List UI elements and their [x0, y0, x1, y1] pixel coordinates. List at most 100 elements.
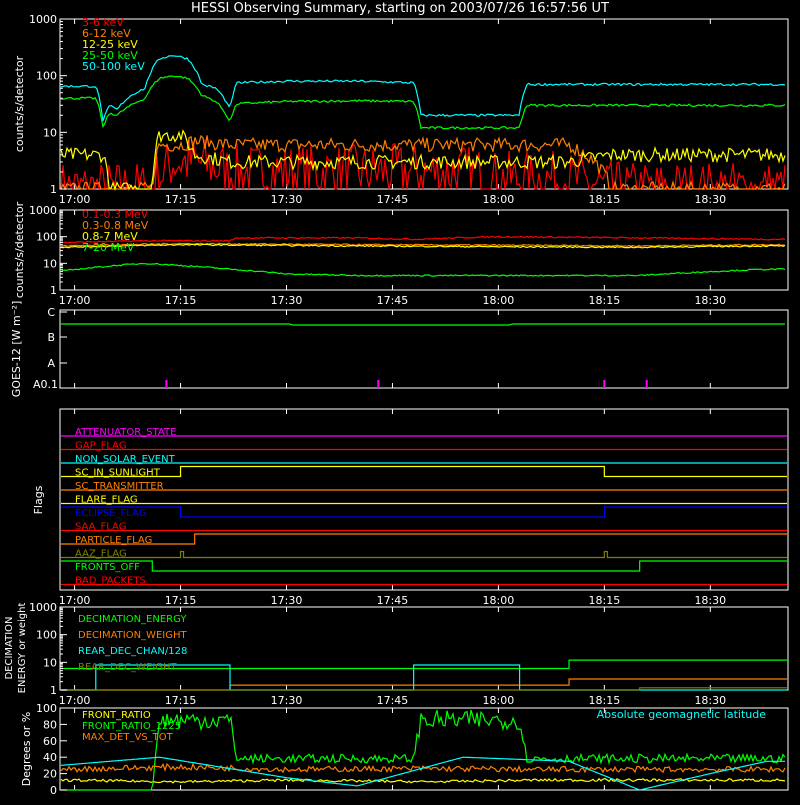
- panel-4-time-label: 17:30: [271, 694, 303, 707]
- panel-0-legend-entry: 6-12 keV: [82, 27, 131, 40]
- panel-0-legend-entry: 12-25 keV: [82, 38, 138, 51]
- panel-1-series-1-line: [60, 242, 786, 248]
- panel-4-legend-entry: REAR_DEC_CHAN/128: [78, 646, 187, 657]
- panel-3-flag-label: NON_SOLAR_EVENT: [75, 454, 176, 465]
- panel-0-ytick-label: 1000: [29, 13, 57, 26]
- panel-0-time-label: 17:15: [165, 193, 197, 206]
- panel-4-time-label: 18:15: [589, 694, 621, 707]
- panel-2-ytick-label: A: [47, 357, 55, 370]
- panel-4-time-label: 17:00: [59, 694, 91, 707]
- panel-1-ytick-label: 100: [36, 231, 57, 244]
- panel-3-ylabel: Flags: [32, 485, 45, 514]
- panel-1-series-2-line: [60, 243, 786, 249]
- panel-5-annotation: Absolute geomagnetic latitude: [597, 708, 767, 721]
- panel-5-series-3-line: [60, 756, 785, 791]
- panel-1-frame: [59, 209, 789, 291]
- panel-1-time-label: 18:15: [589, 294, 621, 307]
- panel-5-ylabel: Degrees or %: [20, 712, 33, 786]
- panel-4-ytick-label: 100: [36, 629, 57, 642]
- panel-5-series-2-line: [60, 762, 786, 774]
- panel-1-ytick-label: 1000: [29, 204, 57, 217]
- panel-4-time-label: 17:15: [165, 694, 197, 707]
- panel-0-time-label: 17:00: [59, 193, 91, 206]
- panel-3-flag-label: ECLIPSE_FLAG: [75, 508, 146, 519]
- panel-1-ytick-label: 1: [50, 284, 57, 297]
- panel-3-time-label: 17:15: [165, 594, 197, 607]
- panel-0-ytick-label: 100: [36, 70, 57, 83]
- panel-0-ytick-label: 1: [50, 183, 57, 196]
- panel-4-time-label: 17:45: [377, 694, 409, 707]
- figure-title: HESSI Observing Summary, starting on 200…: [191, 1, 609, 16]
- panel-0-time-label: 17:30: [271, 193, 303, 206]
- panel-3-flag-label: BAD_PACKETS: [75, 576, 146, 587]
- panel-5-ytick-label: 20: [43, 768, 57, 781]
- panel-3-time-label: 18:30: [694, 594, 726, 607]
- panel-4-time-label: 18:00: [483, 694, 515, 707]
- panel-3-flag-line-6: [61, 506, 787, 518]
- panel-3-time-label: 18:00: [483, 594, 515, 607]
- panel-3-flag-line-3: [61, 465, 787, 478]
- panel-1-legend-entry: 0.8-7 MeV: [82, 230, 138, 243]
- panel-1-series-3-line: [60, 262, 786, 277]
- panel-5-ytick-label: 0: [50, 784, 57, 797]
- panel-4-legend-entry: DECIMATION_WEIGHT: [78, 630, 187, 641]
- panel-3-flag-label: AAZ_FLAG: [75, 549, 127, 560]
- panel-3-frame: [59, 408, 789, 591]
- panel-0-series-4-line: [60, 55, 786, 122]
- panel-3-time-label: 18:15: [589, 594, 621, 607]
- panel-0-legend-entry: 25-50 keV: [82, 49, 138, 62]
- panel-1-time-label: 17:00: [59, 294, 91, 307]
- panel-2-ytick-label: C: [47, 306, 55, 319]
- panel-0-frame: [59, 18, 789, 190]
- panel-1-time-label: 18:00: [483, 294, 515, 307]
- panel-5-legend-entry: FRONT_RATIO_1225: [82, 721, 181, 732]
- panel-3-flag-label: GAP_FLAG: [75, 441, 127, 452]
- panel-0-legend-entry: 3-6 keV: [82, 16, 124, 29]
- panel-3-flag-label: SAA_FLAG: [75, 522, 126, 533]
- panel-2-series-0-line: [61, 323, 785, 326]
- panel-3-flag-label: FRONTS_OFF: [75, 562, 140, 573]
- panel-4-ylabel-line1: DECIMATION: [4, 616, 15, 679]
- panel-5-legend-entry: FRONT_RATIO: [82, 710, 151, 721]
- panel-5-ytick-label: 100: [36, 702, 57, 715]
- panel-5-frame: [59, 707, 789, 791]
- panel-0-time-label: 18:30: [694, 193, 726, 206]
- panel-5-ytick-label: 60: [43, 735, 57, 748]
- panel-4-legend-entry: DECIMATION_ENERGY: [78, 614, 187, 625]
- panel-3-flag-label: ATTENUATOR_STATE: [75, 427, 176, 438]
- panel-4-series-3-line: [61, 687, 787, 691]
- panel-1-time-label: 17:30: [271, 294, 303, 307]
- panel-1-ylabel: counts/s/detector: [13, 201, 26, 298]
- panel-3-flag-line-9: [61, 550, 787, 559]
- panel-3-flag-line-10: [61, 560, 787, 572]
- panel-2-corner-label: A0.1: [33, 378, 58, 391]
- panel-0-series-3-line: [60, 75, 786, 130]
- panel-5-ytick-label: 40: [43, 751, 57, 764]
- panel-0-ylabel: counts/s/detector: [13, 55, 26, 152]
- panel-4-ytick-label: 1000: [29, 601, 57, 614]
- panel-2-frame: [59, 309, 789, 389]
- panel-5-series-1-line: [61, 709, 786, 791]
- panel-4-series-0-line: [61, 659, 787, 670]
- panel-1-time-label: 17:15: [165, 294, 197, 307]
- panel-3-flag-line-8: [61, 533, 787, 545]
- panel-4-time-label: 18:30: [694, 694, 726, 707]
- panel-1-time-label: 17:45: [377, 294, 409, 307]
- panel-0-time-label: 17:45: [377, 193, 409, 206]
- panel-0-time-label: 18:00: [483, 193, 515, 206]
- panel-3-flag-label: FLARE_FLAG: [75, 495, 138, 506]
- panel-4-ytick-label: 1: [50, 684, 57, 697]
- panel-4-legend-entry: REAR_DEC_WEIGHT: [78, 662, 177, 673]
- panel-4-ytick-label: 10: [43, 656, 57, 669]
- panel-4-ylabel-line2: ENERGY or weight: [17, 603, 28, 694]
- panel-1-legend-entry: 0.3-0.8 MeV: [82, 219, 149, 232]
- panel-5-series-0-line: [60, 777, 786, 784]
- panel-1-legend-entry: 7-20 MeV: [82, 241, 135, 254]
- panel-3-time-label: 17:00: [59, 594, 91, 607]
- panel-3-flag-label: PARTICLE_FLAG: [75, 535, 152, 546]
- panel-2-ylabel: GOES-12 [W m⁻²]: [10, 301, 23, 397]
- panel-0-series-2-line: [60, 129, 786, 191]
